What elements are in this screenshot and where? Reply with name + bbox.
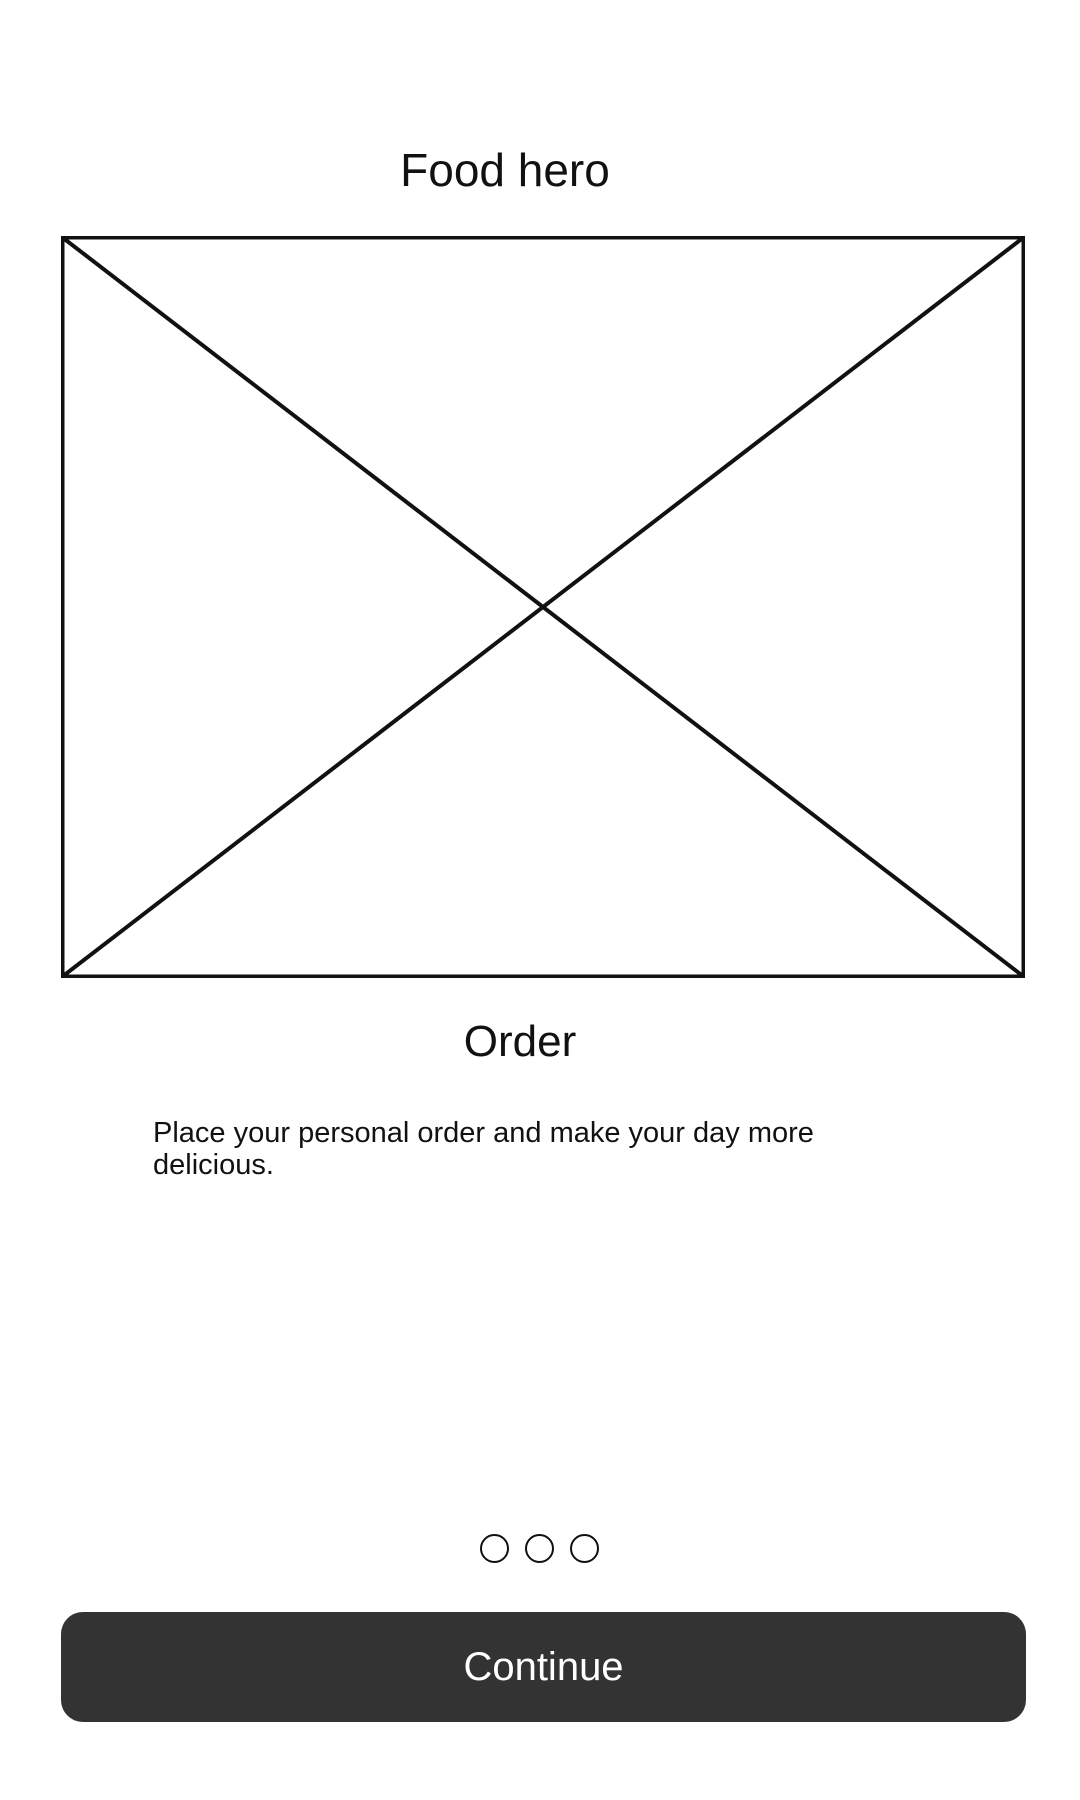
page-dot-icon[interactable] <box>570 1533 599 1563</box>
onboarding-description: Place your personal order and make your … <box>153 1117 814 1181</box>
hero-image-placeholder <box>61 236 1025 978</box>
page-dot-icon[interactable] <box>525 1533 554 1563</box>
onboarding-title: Order <box>463 1017 577 1066</box>
continue-button[interactable]: Continue <box>61 1612 1026 1722</box>
app-title: Food hero <box>400 144 610 196</box>
image-placeholder-icon <box>61 236 1025 978</box>
pagination-indicator <box>480 1528 604 1568</box>
page-dot-icon[interactable] <box>480 1533 509 1563</box>
